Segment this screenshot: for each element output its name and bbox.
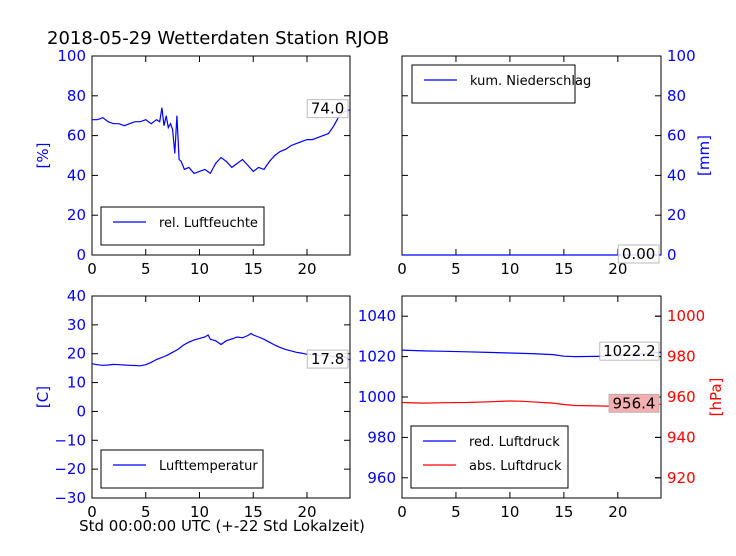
- humidity-axes-frame: [91, 55, 351, 256]
- precipitation-xtick-label: 0: [397, 260, 407, 278]
- temperature-ytick-label: 10: [67, 374, 86, 392]
- pressure-xtick-label: 20: [608, 503, 627, 521]
- pressure-legend-label-1: abs. Luftdruck: [469, 459, 562, 474]
- figure-title: 2018-05-29 Wetterdaten Station RJOB: [47, 28, 389, 49]
- temperature-ytick-label: 20: [67, 345, 86, 363]
- humidity-ytick-label: 40: [67, 166, 86, 184]
- humidity-ylabel: [%]: [34, 143, 52, 169]
- pressure-ytick-right-label: 940: [667, 428, 696, 446]
- temperature-ytick-label: 40: [67, 287, 86, 305]
- precipitation-ytick-label: 60: [667, 127, 686, 145]
- precipitation-xtick-label: 15: [554, 260, 573, 278]
- temperature-ytick-label: 0: [76, 402, 86, 420]
- figure-xlabel: Std 00:00:00 UTC (+-22 Std Lokalzeit): [79, 517, 365, 535]
- pressure-legend-box: [410, 425, 569, 489]
- humidity-series-line-0: [92, 107, 351, 175]
- humidity-xtick-label: 5: [141, 260, 151, 278]
- humidity-ytick-label: 0: [76, 246, 86, 264]
- humidity-plot: 0 5 10 15 20 0 20 40 60 80 100 [%] 74.0 rel. Luftfeuc…: [34, 47, 351, 278]
- temperature-ytick-label: −30: [54, 489, 86, 507]
- pressure-last-value-label-0: 1022.2: [603, 342, 656, 360]
- pressure-xtick-label: 5: [451, 503, 461, 521]
- temperature-axes-frame: [91, 295, 351, 499]
- temperature-legend-box: [100, 449, 264, 489]
- pressure-ytick-label: 1020: [358, 348, 396, 366]
- pressure-ytick-label: 960: [367, 469, 396, 487]
- temperature-ytick-label: −20: [54, 460, 86, 478]
- humidity-xtick-label: 0: [87, 260, 97, 278]
- humidity-ytick-label: 60: [67, 127, 86, 145]
- humidity-ytick-label: 80: [67, 87, 86, 105]
- precipitation-ytick-label: 20: [667, 206, 686, 224]
- pressure-ytick-right-label: 1000: [667, 307, 705, 325]
- pressure-ytick-label: 980: [367, 428, 396, 446]
- precipitation-legend-box: [411, 64, 576, 104]
- pressure-ytick-label: 1040: [358, 307, 396, 325]
- temperature-xtick-label: 15: [244, 503, 263, 521]
- pressure-ytick-right-label: 920: [667, 469, 696, 487]
- pressure-last-value-box-0: [599, 341, 660, 361]
- precipitation-xtick-label: 5: [451, 260, 461, 278]
- temperature-xtick-label: 20: [297, 503, 316, 521]
- precipitation-ytick-label: 40: [667, 166, 686, 184]
- precipitation-ytick-label: 80: [667, 87, 686, 105]
- precipitation-plot: 0 5 10 15 20 0 20 40 60 80 100 [mm] 0.00 kum. Nieders…: [397, 47, 713, 278]
- humidity-xtick-label: 20: [297, 260, 316, 278]
- pressure-ytick-right-label: 960: [667, 388, 696, 406]
- precipitation-ytick-label: 0: [667, 246, 677, 264]
- pressure-xtick-label: 0: [397, 503, 407, 521]
- temperature-ytick-label: 30: [67, 316, 86, 334]
- temperature-legend-label-0: Lufttemperatur: [159, 459, 258, 474]
- pressure-xtick-label: 15: [554, 503, 573, 521]
- pressure-last-value-label-1: 956.4: [613, 394, 656, 412]
- temperature-last-value-box-0: [306, 349, 349, 369]
- humidity-last-value-label-0: 74.0: [311, 100, 344, 118]
- precipitation-ylabel: [mm]: [695, 135, 713, 176]
- precipitation-xtick-label: 10: [500, 260, 519, 278]
- temperature-series-line-0: [91, 332, 351, 367]
- precipitation-last-value-label-0: 0.00: [622, 245, 655, 263]
- humidity-xtick-label: 15: [244, 260, 263, 278]
- humidity-legend-label-0: rel. Luftfeuchte: [159, 216, 258, 231]
- temperature-xtick-label: 0: [87, 503, 97, 521]
- pressure-ylabel-right: [hPa]: [707, 378, 725, 417]
- pressure-plot: 0 5 10 15 20 960 980 1000 1020 1040 920 940 960 980 10…: [358, 295, 725, 521]
- humidity-xtick-label: 10: [190, 260, 209, 278]
- pressure-last-value-box-1: [608, 393, 660, 413]
- pressure-ytick-right-label: 980: [667, 348, 696, 366]
- humidity-last-value-box-0: [306, 99, 349, 119]
- humidity-ytick-label: 20: [67, 206, 86, 224]
- precipitation-xtick-label: 20: [608, 260, 627, 278]
- temperature-ylabel: [C]: [34, 386, 52, 408]
- precipitation-last-value-box-0: [617, 244, 660, 264]
- humidity-legend-box: [100, 206, 265, 246]
- temperature-ytick-label: −10: [54, 431, 86, 449]
- temperature-xtick-label: 5: [141, 503, 151, 521]
- precipitation-ytick-label: 100: [667, 47, 696, 65]
- pressure-legend-label-0: red. Luftdruck: [469, 435, 560, 450]
- pressure-ytick-label: 1000: [358, 388, 396, 406]
- pressure-xtick-label: 10: [500, 503, 519, 521]
- temperature-plot: 0 5 10 15 20 −30 −20 −10 0 10 20 30 40 [C] 17.8 Lufttem…: [34, 287, 351, 521]
- humidity-ytick-label: 100: [57, 47, 86, 65]
- temperature-xtick-label: 10: [190, 503, 209, 521]
- temperature-last-value-label-0: 17.8: [311, 350, 344, 368]
- precipitation-legend-label-0: kum. Niederschlag: [470, 74, 591, 89]
